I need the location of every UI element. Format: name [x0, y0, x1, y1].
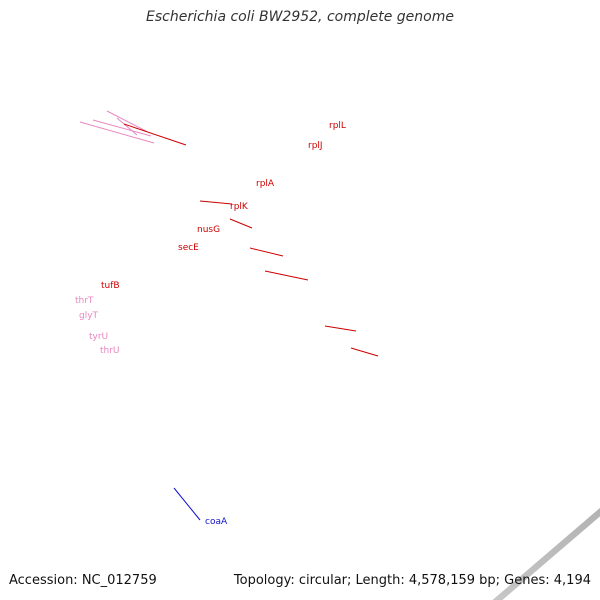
label-leader-line [106, 110, 147, 132]
gene-label: thrU [100, 346, 120, 356]
label-leader-line [324, 325, 357, 332]
label-leader-line [350, 347, 379, 357]
genome-backbone [492, 507, 600, 600]
gene-label: rplJ [308, 141, 323, 151]
label-leader-line [116, 117, 138, 136]
gene-label: rplK [230, 202, 249, 212]
label-leader-line [264, 270, 309, 281]
gene-label: nusG [197, 225, 220, 235]
label-leader-line [199, 200, 233, 205]
gene-labels: thrU tyrU glyT thrT tufB secE nusG rplK rplA rplJ… [75, 110, 379, 527]
label-leader-line [249, 247, 284, 257]
genome-summary-text: Topology: circular; Length: 4,578,159 bp… [233, 573, 591, 588]
gene-label: rplA [256, 179, 275, 189]
accession-text: Accession: NC_012759 [9, 573, 157, 588]
gene-label: glyT [79, 311, 99, 321]
gene-label: tyrU [89, 332, 108, 342]
map-title: Escherichia coli BW2952, complete genome [146, 9, 454, 25]
gene-label: coaA [205, 517, 228, 527]
label-leader-line [123, 123, 187, 146]
backbone-line [492, 507, 600, 600]
label-leader-line [229, 218, 253, 229]
gene-label: secE [178, 243, 199, 253]
gene-label: thrT [75, 296, 94, 306]
label-leader-line [92, 119, 152, 137]
label-leader-line [79, 121, 155, 144]
label-leader-line [173, 487, 201, 521]
gene-label: rplL [329, 121, 346, 131]
gene-label: tufB [101, 281, 120, 291]
